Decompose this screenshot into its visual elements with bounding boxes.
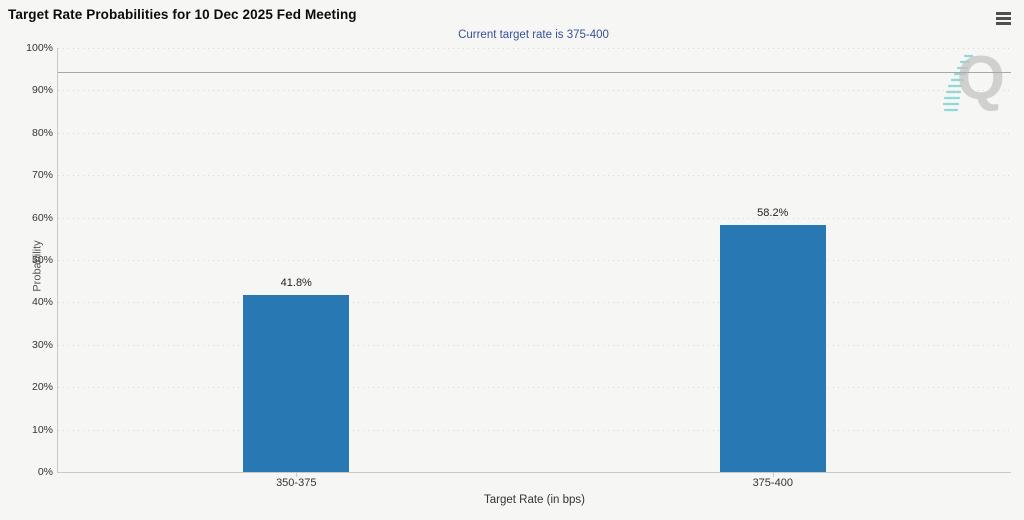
y-gridline xyxy=(58,387,1011,389)
x-tick-mark xyxy=(296,472,298,477)
y-tick-label: 100% xyxy=(26,42,53,54)
y-gridline xyxy=(58,344,1011,346)
y-tick-label: 0% xyxy=(37,466,53,478)
y-gridline xyxy=(58,302,1011,304)
y-gridline xyxy=(58,175,1011,177)
y-gridline xyxy=(58,429,1011,431)
reference-line xyxy=(58,72,1011,74)
x-tick-mark xyxy=(772,472,774,477)
plot-area: Probability Q Target Rate (in bps) xyxy=(26,42,1013,506)
y-tick-label: 60% xyxy=(31,211,53,224)
y-gridline xyxy=(58,48,1011,49)
bar-375-400[interactable] xyxy=(719,225,826,472)
y-tick-label: 50% xyxy=(31,254,53,266)
bar-value-label: 58.2% xyxy=(757,207,789,220)
quikstrike-watermark: Q xyxy=(935,48,1013,124)
bar-350-375[interactable] xyxy=(243,294,350,472)
y-axis-title: Probability xyxy=(31,240,44,292)
y-tick-label: 10% xyxy=(31,423,53,436)
x-tick-label: 350-375 xyxy=(276,477,317,489)
quikstrike-q-logo-icon: Q xyxy=(956,44,1005,113)
y-gridline xyxy=(58,260,1011,261)
y-tick-label: 70% xyxy=(31,169,53,182)
y-tick-label: 80% xyxy=(31,126,53,139)
x-tick-label: 375-400 xyxy=(752,477,793,489)
bar-value-label: 41.8% xyxy=(280,276,312,289)
x-axis-title: Target Rate (in bps) xyxy=(484,494,585,506)
y-tick-label: 30% xyxy=(31,338,53,351)
y-tick-label: 20% xyxy=(31,381,53,394)
y-gridline xyxy=(58,132,1011,134)
chart-subtitle: Current target rate is 375-400 xyxy=(458,29,609,41)
y-tick-label: 90% xyxy=(31,84,53,97)
chart-context-menu-button[interactable] xyxy=(993,9,1013,27)
hamburger-icon xyxy=(995,11,1011,15)
y-gridline xyxy=(58,90,1011,92)
y-gridline xyxy=(58,217,1011,219)
quikstrike-dashes-icon xyxy=(942,54,974,112)
chart-title: Target Rate Probabilities for 10 Dec 202… xyxy=(8,7,357,22)
y-tick-label: 40% xyxy=(31,296,53,309)
